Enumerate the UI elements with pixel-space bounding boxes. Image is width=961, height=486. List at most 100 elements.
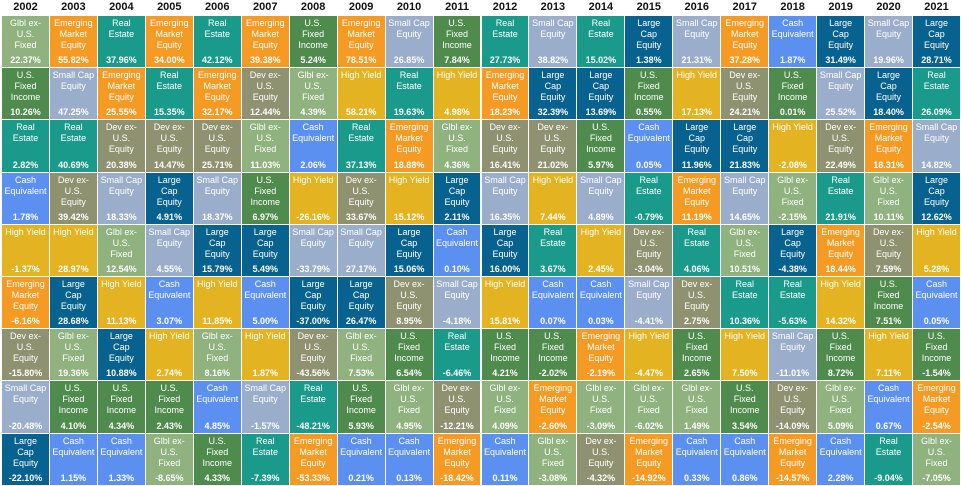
- return-value: -7.39%: [250, 472, 280, 483]
- asset-class-label: Large Cap Equity: [636, 18, 662, 50]
- return-cell-gxusf: Glbl ex- U.S. Fixed -2.15%: [769, 172, 817, 224]
- year-header: 2013: [540, 1, 566, 13]
- return-value: 14.65%: [729, 211, 760, 222]
- asset-class-label: U.S. Fixed Income: [58, 383, 89, 416]
- return-value: 1.49%: [684, 420, 710, 431]
- return-cell-hy: High Yield -1.37%: [2, 224, 49, 276]
- asset-class-label: Emerging Market Equity: [917, 383, 956, 416]
- asset-class-label: Small Cap Equity: [628, 279, 670, 300]
- return-value: 11.19%: [681, 211, 712, 222]
- year-header: 2016: [684, 1, 709, 13]
- return-cell-re: Real Estate 42.12%: [193, 16, 241, 68]
- return-cell-dev: Dev ex- U.S. Equity -14.09%: [769, 381, 817, 433]
- return-cell-cash: Cash Equivalent 2.06%: [289, 120, 337, 172]
- asset-class-label: Large Cap Equity: [252, 226, 278, 259]
- return-cell-scap: Small Cap Equity 27.17%: [337, 224, 385, 276]
- return-cell-scap: Small Cap Equity 4.89%: [577, 172, 625, 224]
- asset-class-label: Real Estate: [923, 70, 950, 92]
- asset-class-label: U.S. Fixed Income: [394, 331, 424, 364]
- return-value: -2.15%: [778, 211, 807, 222]
- asset-class-label: U.S. Fixed Income: [346, 383, 376, 416]
- asset-class-label: Dev ex- U.S. Equity: [9, 331, 41, 364]
- asset-class-label: Emerging Market Equity: [293, 435, 333, 468]
- return-cell-emeq: Emerging Market Equity -6.16%: [2, 277, 49, 329]
- asset-class-label: Emerging Market Equity: [389, 122, 429, 155]
- return-cell-usfi: U.S. Fixed Income 7.84%: [433, 16, 481, 68]
- year-header: 2020: [876, 1, 901, 13]
- return-cell-dev: Dev ex- U.S. Equity 14.47%: [145, 120, 193, 172]
- return-value: 4.39%: [300, 107, 326, 118]
- return-value: 0.01%: [779, 107, 806, 118]
- asset-class-label: High Yield: [244, 331, 286, 342]
- asset-class-label: Emerging Market Equity: [821, 226, 860, 259]
- year-header: 2006: [205, 1, 230, 13]
- asset-class-label: Cash Equivalent: [771, 18, 814, 39]
- return-value: 5.28%: [923, 263, 950, 274]
- return-cell-gxusf: Glbl ex- U.S. Fixed 22.37%: [2, 16, 49, 68]
- return-value: -43.56%: [296, 368, 330, 379]
- return-value: 3.07%: [156, 316, 183, 327]
- asset-class-label: Real Estate: [731, 279, 758, 300]
- return-cell-hy: High Yield 4.98%: [433, 68, 481, 120]
- return-value: 14.47%: [154, 159, 185, 170]
- asset-class-label: Small Cap Equity: [532, 18, 574, 39]
- return-cell-lcap: Large Cap Equity 15.79%: [193, 224, 241, 276]
- return-cell-usfi: U.S. Fixed Income 5.24%: [289, 16, 337, 68]
- return-value: 4.09%: [492, 420, 518, 431]
- asset-class-label: Real Estate: [444, 331, 470, 353]
- return-cell-lcap: Large Cap Equity 16.00%: [481, 224, 529, 276]
- asset-class-label: Glbl ex- U.S. Fixed: [777, 174, 809, 207]
- return-cell-emeq: Emerging Market Equity -2.19%: [577, 329, 625, 381]
- return-value: 15.81%: [489, 316, 521, 327]
- return-cell-emeq: Emerging Market Equity 39.38%: [241, 16, 289, 68]
- return-value: 14.82%: [921, 159, 952, 170]
- return-cell-hy: High Yield 17.13%: [673, 68, 721, 120]
- asset-class-label: High Yield: [149, 331, 190, 342]
- year-header: 2011: [445, 1, 469, 13]
- return-value: 14.32%: [825, 316, 856, 327]
- asset-class-label: Glbl ex- U.S. Fixed: [633, 383, 665, 416]
- return-value: -5.63%: [778, 316, 807, 327]
- return-cell-gxusf: Glbl ex- U.S. Fixed -3.08%: [529, 433, 577, 485]
- return-cell-emeq: Emerging Market Equity 55.82%: [49, 16, 97, 68]
- return-value: -48.21%: [296, 420, 330, 431]
- asset-class-label: Emerging Market Equity: [773, 435, 812, 468]
- return-cell-cash: Cash Equivalent 0.13%: [385, 433, 433, 485]
- asset-class-label: High Yield: [580, 226, 622, 237]
- asset-class-label: Glbl ex- U.S. Fixed: [9, 18, 41, 50]
- return-value: 42.12%: [202, 55, 233, 66]
- asset-class-label: Small Cap Equity: [196, 174, 239, 196]
- return-cell-hy: High Yield 7.11%: [865, 329, 913, 381]
- asset-class-label: U.S. Fixed Income: [154, 383, 185, 416]
- return-value: -37.00%: [296, 316, 330, 327]
- return-cell-re: Real Estate 10.36%: [721, 277, 769, 329]
- return-value: -3.08%: [538, 472, 568, 483]
- return-value: 37.13%: [345, 159, 377, 170]
- return-value: 15.79%: [202, 263, 233, 274]
- asset-class-label: Dev ex- U.S. Equity: [825, 122, 857, 155]
- asset-class-label: Glbl ex- U.S. Fixed: [345, 331, 377, 364]
- return-cell-gxusf: Glbl ex- U.S. Fixed 10.51%: [721, 224, 769, 276]
- asset-class-label: Cash Equivalent: [244, 279, 287, 300]
- return-cell-dev: Dev ex- U.S. Equity -43.56%: [289, 329, 337, 381]
- return-value: 1.78%: [12, 211, 39, 222]
- return-cell-scap: Small Cap Equity -1.57%: [241, 381, 289, 433]
- return-value: 0.03%: [588, 316, 614, 327]
- asset-class-label: Emerging Market Equity: [341, 18, 381, 50]
- return-value: 4.33%: [204, 472, 231, 483]
- return-cell-emeq: Emerging Market Equity 34.00%: [145, 16, 193, 68]
- return-value: 4.10%: [60, 420, 87, 431]
- return-value: 16.00%: [489, 263, 521, 274]
- asset-class-label: High Yield: [197, 279, 238, 289]
- asset-class-label: High Yield: [916, 226, 957, 237]
- asset-class-label: Cash Equivalent: [579, 279, 622, 300]
- return-cell-scap: Small Cap Equity -11.01%: [769, 329, 817, 381]
- return-cell-re: Real Estate -48.21%: [289, 381, 337, 433]
- return-value: 1.15%: [60, 472, 87, 483]
- return-value: -3.09%: [586, 420, 616, 431]
- return-cell-hy: High Yield -4.47%: [625, 329, 673, 381]
- asset-class-label: Cash Equivalent: [100, 435, 143, 457]
- asset-class-label: Cash Equivalent: [819, 435, 862, 457]
- return-cell-gxusf: Glbl ex- U.S. Fixed 1.49%: [673, 381, 721, 433]
